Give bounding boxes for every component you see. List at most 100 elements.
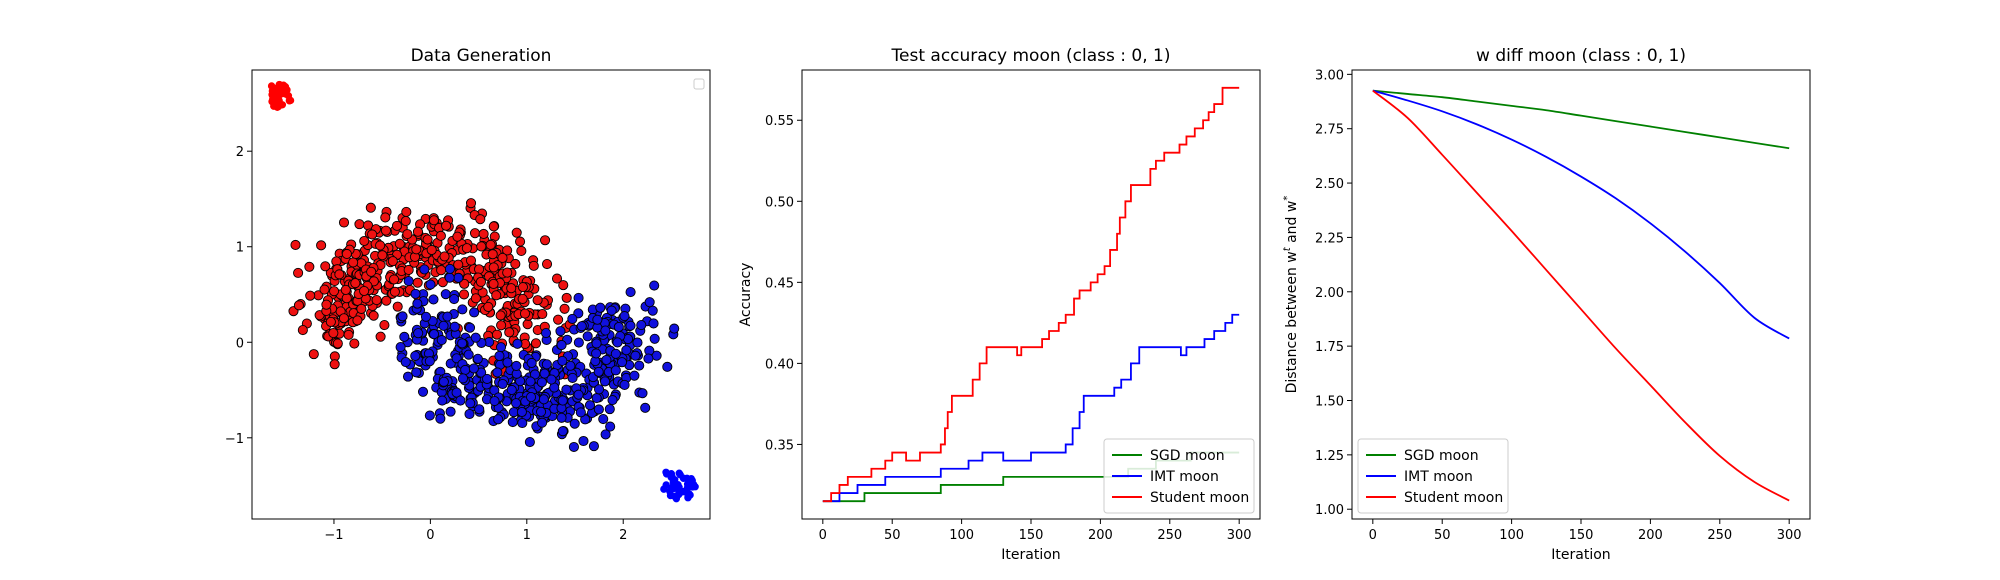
scatter-point [598,413,609,425]
scatter-point [305,290,316,301]
scatter-point [593,366,604,377]
scatter-point [457,304,468,315]
scatter-point [348,257,359,268]
scatter-point [519,308,531,319]
scatter-point [402,371,414,382]
chart-title: w diff moon (class : 0, 1) [1476,46,1686,66]
scatter-point [551,273,563,284]
scatter-point [584,400,596,411]
scatter-point [465,198,477,209]
x-tick-label: 250 [1707,528,1732,543]
scatter-point [588,441,599,452]
wdiff-panel: w diff moon (class : 0, 1) 0 50 100 150 200 25… [1282,46,1811,563]
scatter-point [461,243,472,254]
scatter-point [424,356,435,367]
scatter-point [290,239,301,251]
scatter-point [334,269,345,280]
scatter-point [478,228,489,240]
y-tick-label: 2.50 [1315,177,1344,192]
scatter-point [515,236,526,247]
scatter-point [366,266,377,277]
outlier-point [662,468,670,476]
scatter-point [649,280,660,291]
scatter-point [557,355,568,367]
scatter-point [371,295,382,306]
scatter-point [403,264,414,276]
scatter-point [463,349,474,360]
scatter-point [399,331,410,342]
scatter-point [489,395,500,407]
scatter-point [455,395,466,406]
x-tick-label: 0 [426,528,434,543]
scatter-point [387,256,398,267]
scatter-point [662,361,673,372]
scatter-point [402,229,413,240]
scatter-point [474,404,485,415]
scatter-point [328,327,339,339]
scatter-point [428,294,439,305]
scatter-point [494,350,505,361]
scatter-point [437,277,448,288]
scatter-point [540,235,551,246]
chart-title: Test accuracy moon (class : 0, 1) [891,46,1171,66]
scatter-point [601,354,612,366]
scatter-point [419,264,430,275]
scatter-point [325,316,336,327]
scatter-point [422,234,433,245]
scatter-point [553,314,564,325]
scatter-point [341,248,352,260]
scatter-point [632,337,643,348]
scatter-point [375,331,386,342]
scatter-point [610,348,621,359]
scatter-point [377,250,388,261]
y-axis-label-superscript: * [1282,196,1293,201]
x-tick-label: 100 [1499,528,1524,543]
scatter-point [410,350,421,362]
y-axis-label-part: Distance between w [1284,251,1300,393]
outlier-point [270,102,278,110]
y-tick-label: −1 [225,432,244,447]
scatter-point [428,329,440,340]
scatter-point [379,320,390,331]
scatter-point [464,408,475,420]
y-tick-label: 0.55 [765,114,794,129]
scatter-point [449,321,460,332]
x-tick-label: 250 [1157,528,1182,543]
scatter-point [491,290,502,301]
scatter-point [569,418,580,429]
scatter-point [460,364,471,376]
scatter-point [488,278,499,289]
scatter-point [595,302,606,313]
x-tick-label: 300 [1227,528,1252,543]
scatter-point [591,393,602,404]
scatter-point [537,308,548,320]
y-tick-label: 3.00 [1315,68,1344,83]
scatter-point [504,327,515,338]
scatter-point [612,337,623,348]
scatter-point [536,377,547,388]
scatter-point [352,315,363,326]
scatter-point [440,289,451,300]
scatter-point [388,274,400,285]
scatter-point [413,328,424,339]
outlier-point [675,469,683,477]
scatter-point [338,313,349,324]
scatter-point [576,321,587,332]
legend-label: IMT moon [1150,469,1219,485]
scatter-point [435,230,446,241]
scatter-point [495,342,507,353]
scatter-point [525,376,536,387]
scatter-point [511,360,522,371]
scatter-point [426,244,437,256]
legend-label: Student moon [1404,490,1503,506]
x-tick-label: −1 [324,528,343,543]
scatter-point [561,292,572,303]
x-axis-label: Iteration [1001,547,1060,563]
scatter-point [403,276,414,287]
scatter-point [511,227,522,238]
scatter-point [395,341,406,353]
scatter-point [420,311,432,322]
scatter-point [497,252,508,263]
y-tick-label: 2.75 [1315,123,1344,138]
